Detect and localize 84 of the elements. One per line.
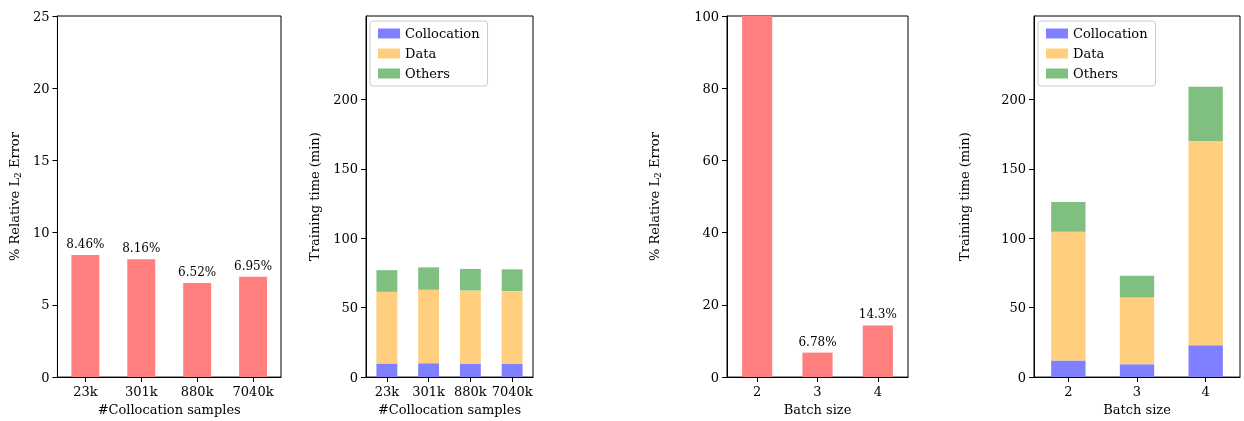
- bar: [1188, 141, 1223, 346]
- y-tick-label: 200: [1001, 91, 1026, 107]
- x-axis-title: #Collocation samples: [97, 402, 241, 417]
- bar: [418, 289, 440, 364]
- y-tick-label: 100: [694, 8, 719, 24]
- y-tick-label: 25: [32, 8, 50, 24]
- x-axis-title: Batch size: [1103, 402, 1172, 417]
- y-tick-label: 15: [32, 152, 50, 168]
- x-tick-label: 301k: [124, 384, 158, 400]
- bar: [183, 282, 212, 378]
- y-tick-label: 10: [32, 225, 50, 241]
- data-label: 14.3%: [858, 307, 897, 322]
- y-tick-label: 0: [41, 369, 50, 385]
- y-tick-label: 100: [333, 230, 358, 246]
- x-tick-label: 3: [1132, 384, 1142, 400]
- bar: [1119, 275, 1155, 298]
- bar: [1119, 297, 1155, 365]
- bar: [1188, 345, 1223, 378]
- bar: [501, 291, 523, 364]
- x-tick-label: 7040k: [232, 384, 274, 400]
- bar: [1051, 231, 1086, 361]
- x-tick-label: 23k: [73, 384, 98, 400]
- bar: [239, 276, 268, 378]
- bar: [1188, 86, 1223, 141]
- data-label: 6.52%: [178, 264, 217, 279]
- y-axis-title: % Relative L2 Error: [647, 131, 663, 261]
- bar: [459, 363, 481, 378]
- y-tick-label: 150: [333, 161, 358, 177]
- bar: [459, 290, 481, 364]
- y-tick-label: 0: [349, 369, 358, 385]
- legend-label: Data: [1073, 46, 1105, 61]
- y-axis-title: Training time (min): [307, 132, 322, 261]
- bar: [376, 291, 398, 364]
- y-tick-label: 80: [702, 80, 719, 96]
- y-tick-label: 20: [32, 80, 50, 96]
- bar: [1119, 364, 1155, 378]
- x-tick-label: 2: [1064, 384, 1073, 400]
- bar: [862, 325, 893, 378]
- bar: [127, 259, 156, 378]
- x-tick-label: 3: [813, 384, 822, 400]
- legend-label: Data: [405, 46, 437, 61]
- x-tick-label: 880k: [180, 384, 214, 400]
- x-tick-label: 4: [873, 384, 882, 400]
- y-tick-label: 100: [1001, 230, 1026, 246]
- bar: [501, 269, 523, 292]
- bar: [802, 352, 833, 378]
- bar: [501, 363, 523, 378]
- bar: [376, 270, 398, 292]
- bar: [459, 268, 481, 291]
- y-tick-label: 50: [1009, 300, 1026, 316]
- y-tick-label: 0: [1017, 369, 1026, 385]
- x-tick-label: 23k: [374, 384, 400, 400]
- y-tick-label: 0: [710, 369, 719, 385]
- x-axis-title: Batch size: [783, 402, 852, 417]
- data-label: 6.95%: [233, 258, 273, 273]
- y-tick-label: 150: [1001, 161, 1026, 177]
- bar: [1051, 360, 1086, 378]
- bar: [742, 16, 773, 378]
- y-tick-label: 40: [702, 225, 719, 241]
- y-tick-label: 200: [333, 91, 358, 107]
- legend-label: Collocation: [1073, 26, 1149, 41]
- bar: [376, 363, 398, 378]
- y-tick-label: 60: [702, 152, 719, 168]
- legend-label: Collocation: [405, 26, 481, 41]
- x-tick-label: 880k: [454, 384, 487, 400]
- x-tick-label: 301k: [412, 384, 446, 400]
- x-tick-label: 7040k: [491, 384, 533, 400]
- y-axis-title: Training time (min): [957, 132, 972, 261]
- bar: [418, 267, 440, 290]
- y-tick-label: 50: [341, 300, 358, 316]
- bar: [71, 254, 100, 378]
- legend-label: Others: [405, 66, 450, 81]
- bar: [1051, 201, 1086, 232]
- data-label: 8.16%: [122, 241, 161, 256]
- x-tick-label: 2: [753, 384, 762, 400]
- x-axis-title: #Collocation samples: [377, 402, 522, 417]
- data-label: 6.78%: [798, 334, 837, 349]
- legend-label: Others: [1073, 66, 1118, 81]
- y-tick-label: 5: [41, 297, 50, 313]
- y-axis-title: % Relative L2 Error: [7, 131, 23, 261]
- data-label: 8.46%: [66, 236, 105, 251]
- x-tick-label: 4: [1201, 384, 1210, 400]
- y-tick-label: 20: [702, 297, 719, 313]
- bar: [418, 363, 440, 378]
